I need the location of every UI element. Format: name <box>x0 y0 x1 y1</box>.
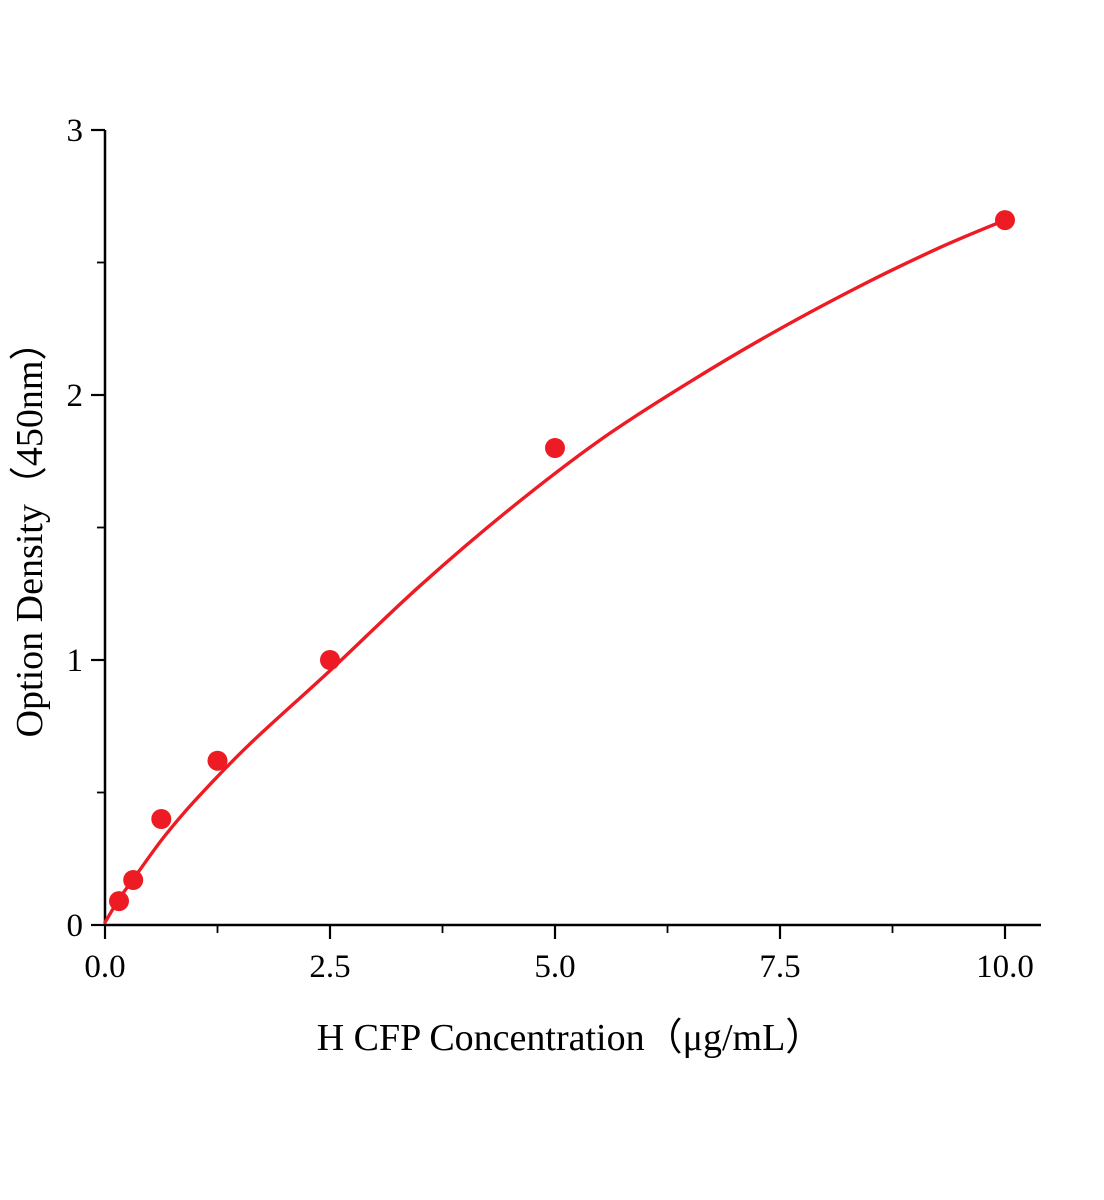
fit-curve <box>103 218 1007 925</box>
y-tick-label: 3 <box>67 113 84 149</box>
curve-layer <box>103 210 1015 925</box>
y-tick-label: 2 <box>67 378 84 414</box>
data-point <box>109 891 129 912</box>
x-axis-title: H CFP Concentration（μg/mL） <box>317 1017 824 1059</box>
data-point <box>123 870 144 890</box>
x-tick-label: 10.0 <box>976 949 1034 985</box>
x-tick-label: 7.5 <box>759 949 800 985</box>
x-tick-label: 0.0 <box>84 949 125 985</box>
data-point <box>207 750 228 771</box>
x-tick-label: 5.0 <box>534 949 575 985</box>
y-tick-label: 1 <box>67 643 84 679</box>
y-tick-label: 0 <box>67 908 84 944</box>
data-point <box>995 210 1015 231</box>
x-tick-label: 2.5 <box>309 949 350 985</box>
data-point <box>320 650 340 670</box>
y-axis-title: Option Density（450nm） <box>9 323 51 738</box>
data-point <box>545 438 565 458</box>
data-point <box>151 809 172 829</box>
axes-layer: 0.0 2.5 5.0 7.5 10.0 0 1 2 3 <box>67 113 1041 985</box>
